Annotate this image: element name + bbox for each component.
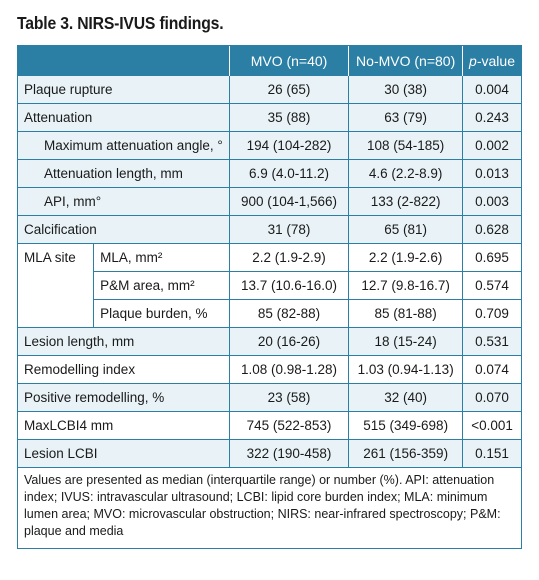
cell-p: 0.695 bbox=[463, 244, 521, 272]
cell-mvo: 23 (58) bbox=[229, 384, 350, 412]
cell-p: 0.628 bbox=[463, 216, 521, 244]
table-row: Plaque rupture 26 (65) 30 (38) 0.004 bbox=[18, 76, 521, 104]
cell-nomvo: 261 (156-359) bbox=[349, 440, 464, 468]
header-pvalue: p-value bbox=[463, 46, 521, 76]
table-row: MLA site MLA, mm² 2.2 (1.9-2.9) 2.2 (1.9… bbox=[18, 244, 521, 328]
row-label: Attenuation bbox=[18, 104, 230, 132]
cell-nomvo: 4.6 (2.2-8.9) bbox=[349, 160, 464, 188]
table-row: Attenuation length, mm 6.9 (4.0-11.2) 4.… bbox=[18, 160, 521, 188]
cell-mvo: 31 (78) bbox=[229, 216, 350, 244]
table-row: Remodelling index 1.08 (0.98-1.28) 1.03 … bbox=[18, 356, 521, 384]
cell-nomvo: 108 (54-185) bbox=[349, 132, 464, 160]
cell-p: 0.074 bbox=[463, 356, 521, 384]
header-p-rest: -value bbox=[476, 53, 515, 69]
table-row: Calcification 31 (78) 65 (81) 0.628 bbox=[18, 216, 521, 244]
row-label: API, mm° bbox=[18, 188, 230, 216]
footnote-row: Values are presented as median (interqua… bbox=[18, 468, 521, 548]
cell-mvo: 26 (65) bbox=[229, 76, 350, 104]
table-row: API, mm° 900 (104-1,566) 133 (2-822) 0.0… bbox=[18, 188, 521, 216]
row-label: Plaque burden, % bbox=[94, 300, 230, 328]
cell-nomvo: 63 (79) bbox=[349, 104, 464, 132]
table-row: Attenuation 35 (88) 63 (79) 0.243 bbox=[18, 104, 521, 132]
table-title: Table 3. NIRS-IVUS findings. bbox=[17, 13, 224, 33]
header-mvo: MVO (n=40) bbox=[229, 46, 350, 76]
cell-p: 0.574 bbox=[463, 272, 521, 300]
cell-mvo: 35 (88) bbox=[229, 104, 350, 132]
cell-mvo: 85 (82-88) bbox=[229, 300, 350, 328]
cell-p: 0.003 bbox=[463, 188, 521, 216]
cell-nomvo: 515 (349-698) bbox=[349, 412, 464, 440]
cell-mvo: 745 (522-853) bbox=[229, 412, 350, 440]
cell-mvo: 20 (16-26) bbox=[229, 328, 350, 356]
cell-nomvo: 12.7 (9.8-16.7) bbox=[349, 272, 464, 300]
cell-nomvo: 133 (2-822) bbox=[349, 188, 464, 216]
row-label: Lesion LCBI bbox=[18, 440, 230, 468]
cell-mvo: 194 (104-282) bbox=[229, 132, 350, 160]
cell-mvo: 13.7 (10.6-16.0) bbox=[229, 272, 350, 300]
cell-nomvo: 1.03 (0.94-1.13) bbox=[349, 356, 464, 384]
row-label: Attenuation length, mm bbox=[18, 160, 230, 188]
header-p-italic: p bbox=[469, 53, 477, 69]
cell-mvo: 2.2 (1.9-2.9) bbox=[229, 244, 350, 272]
cell-p: 0.531 bbox=[463, 328, 521, 356]
cell-p: 0.151 bbox=[463, 440, 521, 468]
row-label: Plaque rupture bbox=[18, 76, 230, 104]
row-label: P&M area, mm² bbox=[94, 272, 230, 300]
cell-p: 0.004 bbox=[463, 76, 521, 104]
cell-nomvo: 65 (81) bbox=[349, 216, 464, 244]
row-label: Remodelling index bbox=[18, 356, 230, 384]
table-row: MaxLCBI4 mm 745 (522-853) 515 (349-698) … bbox=[18, 412, 521, 440]
row-label: Calcification bbox=[18, 216, 230, 244]
header-row: MVO (n=40) No-MVO (n=80) p-value bbox=[18, 46, 521, 76]
group-label-mla-site: MLA site bbox=[18, 244, 95, 328]
cell-nomvo: 18 (15-24) bbox=[349, 328, 464, 356]
table-row: Plaque burden, % 85 (82-88) 85 (81-88) 0… bbox=[18, 300, 521, 328]
cell-mvo: 900 (104-1,566) bbox=[229, 188, 350, 216]
cell-mvo: 322 (190-458) bbox=[229, 440, 350, 468]
table-row: Lesion LCBI 322 (190-458) 261 (156-359) … bbox=[18, 440, 521, 468]
row-label: Maximum attenuation angle, ° bbox=[18, 132, 230, 160]
cell-nomvo: 85 (81-88) bbox=[349, 300, 464, 328]
table-row: Lesion length, mm 20 (16-26) 18 (15-24) … bbox=[18, 328, 521, 356]
findings-table: MVO (n=40) No-MVO (n=80) p-value Plaque … bbox=[17, 45, 522, 549]
header-empty-cell bbox=[18, 46, 230, 76]
cell-nomvo: 2.2 (1.9-2.6) bbox=[349, 244, 464, 272]
cell-p: <0.001 bbox=[463, 412, 521, 440]
row-label: Lesion length, mm bbox=[18, 328, 230, 356]
row-label: MaxLCBI4 mm bbox=[18, 412, 230, 440]
cell-p: 0.002 bbox=[463, 132, 521, 160]
row-label: MLA, mm² bbox=[94, 244, 230, 272]
cell-nomvo: 30 (38) bbox=[349, 76, 464, 104]
cell-nomvo: 32 (40) bbox=[349, 384, 464, 412]
cell-mvo: 1.08 (0.98-1.28) bbox=[229, 356, 350, 384]
header-nomvo: No-MVO (n=80) bbox=[349, 46, 464, 76]
cell-p: 0.070 bbox=[463, 384, 521, 412]
table-row: Positive remodelling, % 23 (58) 32 (40) … bbox=[18, 384, 521, 412]
cell-p: 0.013 bbox=[463, 160, 521, 188]
cell-p: 0.709 bbox=[463, 300, 521, 328]
row-label: Positive remodelling, % bbox=[18, 384, 230, 412]
cell-mvo: 6.9 (4.0-11.2) bbox=[229, 160, 350, 188]
table-row: P&M area, mm² 13.7 (10.6-16.0) 12.7 (9.8… bbox=[18, 272, 521, 300]
table-row: Maximum attenuation angle, ° 194 (104-28… bbox=[18, 132, 521, 160]
cell-p: 0.243 bbox=[463, 104, 521, 132]
table-footnote: Values are presented as median (interqua… bbox=[18, 468, 521, 548]
